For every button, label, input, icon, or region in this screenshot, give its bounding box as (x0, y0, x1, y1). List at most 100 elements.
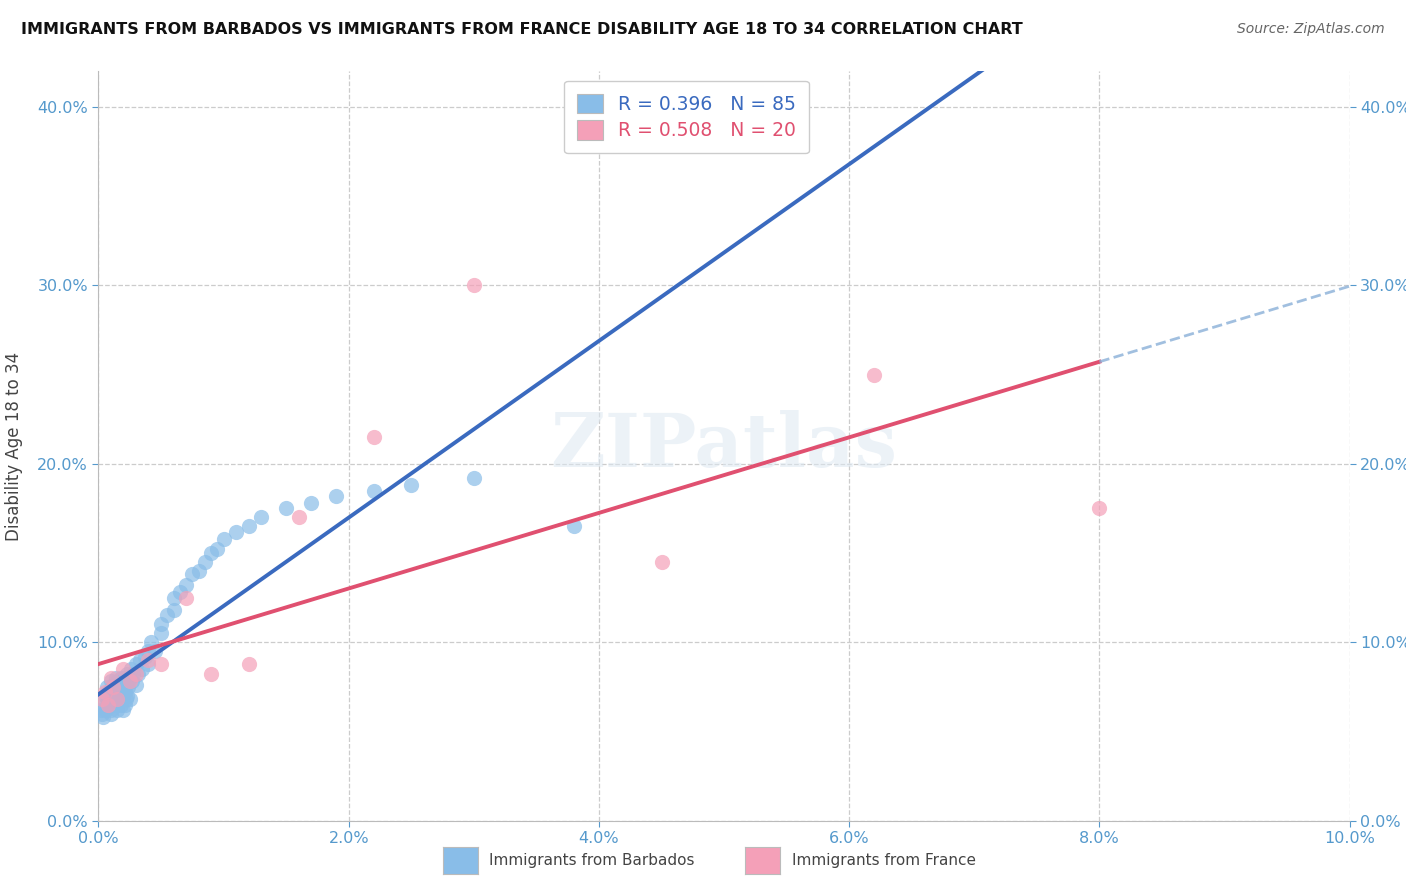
Text: Source: ZipAtlas.com: Source: ZipAtlas.com (1237, 22, 1385, 37)
Point (91, 692, 114, 706)
Point (187, 564, 209, 578)
Point (100, 681, 122, 696)
Point (121, 674, 143, 689)
Point (134, 649, 156, 664)
Point (138, 653, 160, 667)
Point (363, 483, 385, 498)
Point (118, 671, 141, 685)
Point (94, 703, 117, 717)
Point (274, 501, 298, 516)
Point (125, 667, 148, 681)
Point (103, 689, 125, 703)
Point (90, 703, 112, 717)
Text: Immigrants from Barbados: Immigrants from Barbados (489, 854, 695, 868)
Point (162, 603, 184, 617)
Point (110, 671, 132, 685)
Point (93, 689, 115, 703)
Point (122, 667, 145, 681)
Point (562, 519, 585, 533)
Point (104, 692, 127, 706)
Point (105, 698, 128, 712)
Point (112, 703, 135, 717)
Point (363, 430, 385, 444)
Point (100, 698, 122, 712)
Point (1088, 501, 1111, 516)
Point (105, 674, 128, 689)
Point (238, 657, 260, 671)
Point (100, 671, 122, 685)
Point (250, 510, 273, 524)
Point (138, 657, 160, 671)
Point (863, 368, 886, 382)
Point (114, 698, 136, 712)
Text: IMMIGRANTS FROM BARBADOS VS IMMIGRANTS FROM FRANCE DISABILITY AGE 18 TO 34 CORRE: IMMIGRANTS FROM BARBADOS VS IMMIGRANTS F… (21, 22, 1022, 37)
Point (93, 710, 115, 724)
Point (225, 524, 247, 539)
Point (463, 471, 485, 485)
Point (103, 680, 125, 694)
Point (112, 671, 135, 685)
Point (93, 698, 115, 712)
Point (108, 678, 131, 692)
Point (108, 689, 131, 703)
Point (150, 617, 173, 632)
Point (287, 510, 309, 524)
Point (325, 489, 347, 503)
Point (118, 674, 141, 689)
Point (96, 680, 118, 694)
Point (200, 546, 222, 560)
Point (100, 692, 122, 706)
Point (125, 678, 148, 692)
Point (650, 555, 672, 569)
Point (96, 692, 118, 706)
Point (105, 703, 128, 717)
Point (112, 692, 135, 706)
Point (104, 680, 127, 694)
Point (127, 667, 149, 681)
Point (162, 591, 184, 605)
Legend: R = 0.396   N = 85, R = 0.508   N = 20: R = 0.396 N = 85, R = 0.508 N = 20 (564, 81, 810, 153)
Point (100, 706, 122, 721)
Point (111, 692, 134, 706)
Point (112, 662, 135, 676)
Point (115, 667, 138, 681)
Point (100, 703, 122, 717)
Point (115, 692, 138, 706)
Point (105, 689, 128, 703)
Point (112, 681, 135, 696)
Y-axis label: Disability Age 18 to 34: Disability Age 18 to 34 (6, 351, 24, 541)
Point (138, 644, 160, 658)
Point (238, 519, 260, 533)
Point (139, 635, 162, 649)
Point (115, 678, 138, 692)
Point (104, 671, 127, 685)
Point (110, 698, 132, 712)
Point (128, 653, 150, 667)
Point (131, 662, 153, 676)
Point (97, 685, 120, 699)
Point (401, 478, 423, 492)
Point (117, 680, 139, 694)
Point (115, 689, 138, 703)
Point (112, 674, 135, 689)
Point (97, 698, 120, 712)
Point (143, 644, 166, 658)
Point (105, 692, 128, 706)
Point (200, 667, 222, 681)
Point (103, 678, 125, 692)
Point (194, 555, 217, 569)
Point (93, 685, 115, 699)
Point (156, 608, 179, 623)
Point (114, 685, 136, 699)
Point (107, 681, 129, 696)
Point (207, 542, 229, 557)
Point (100, 685, 122, 699)
Text: Immigrants from France: Immigrants from France (792, 854, 976, 868)
Point (299, 496, 322, 510)
Point (120, 662, 142, 676)
Point (174, 591, 197, 605)
Text: ZIPatlas: ZIPatlas (551, 409, 897, 483)
Point (463, 278, 485, 293)
Point (181, 567, 204, 582)
Point (107, 692, 129, 706)
